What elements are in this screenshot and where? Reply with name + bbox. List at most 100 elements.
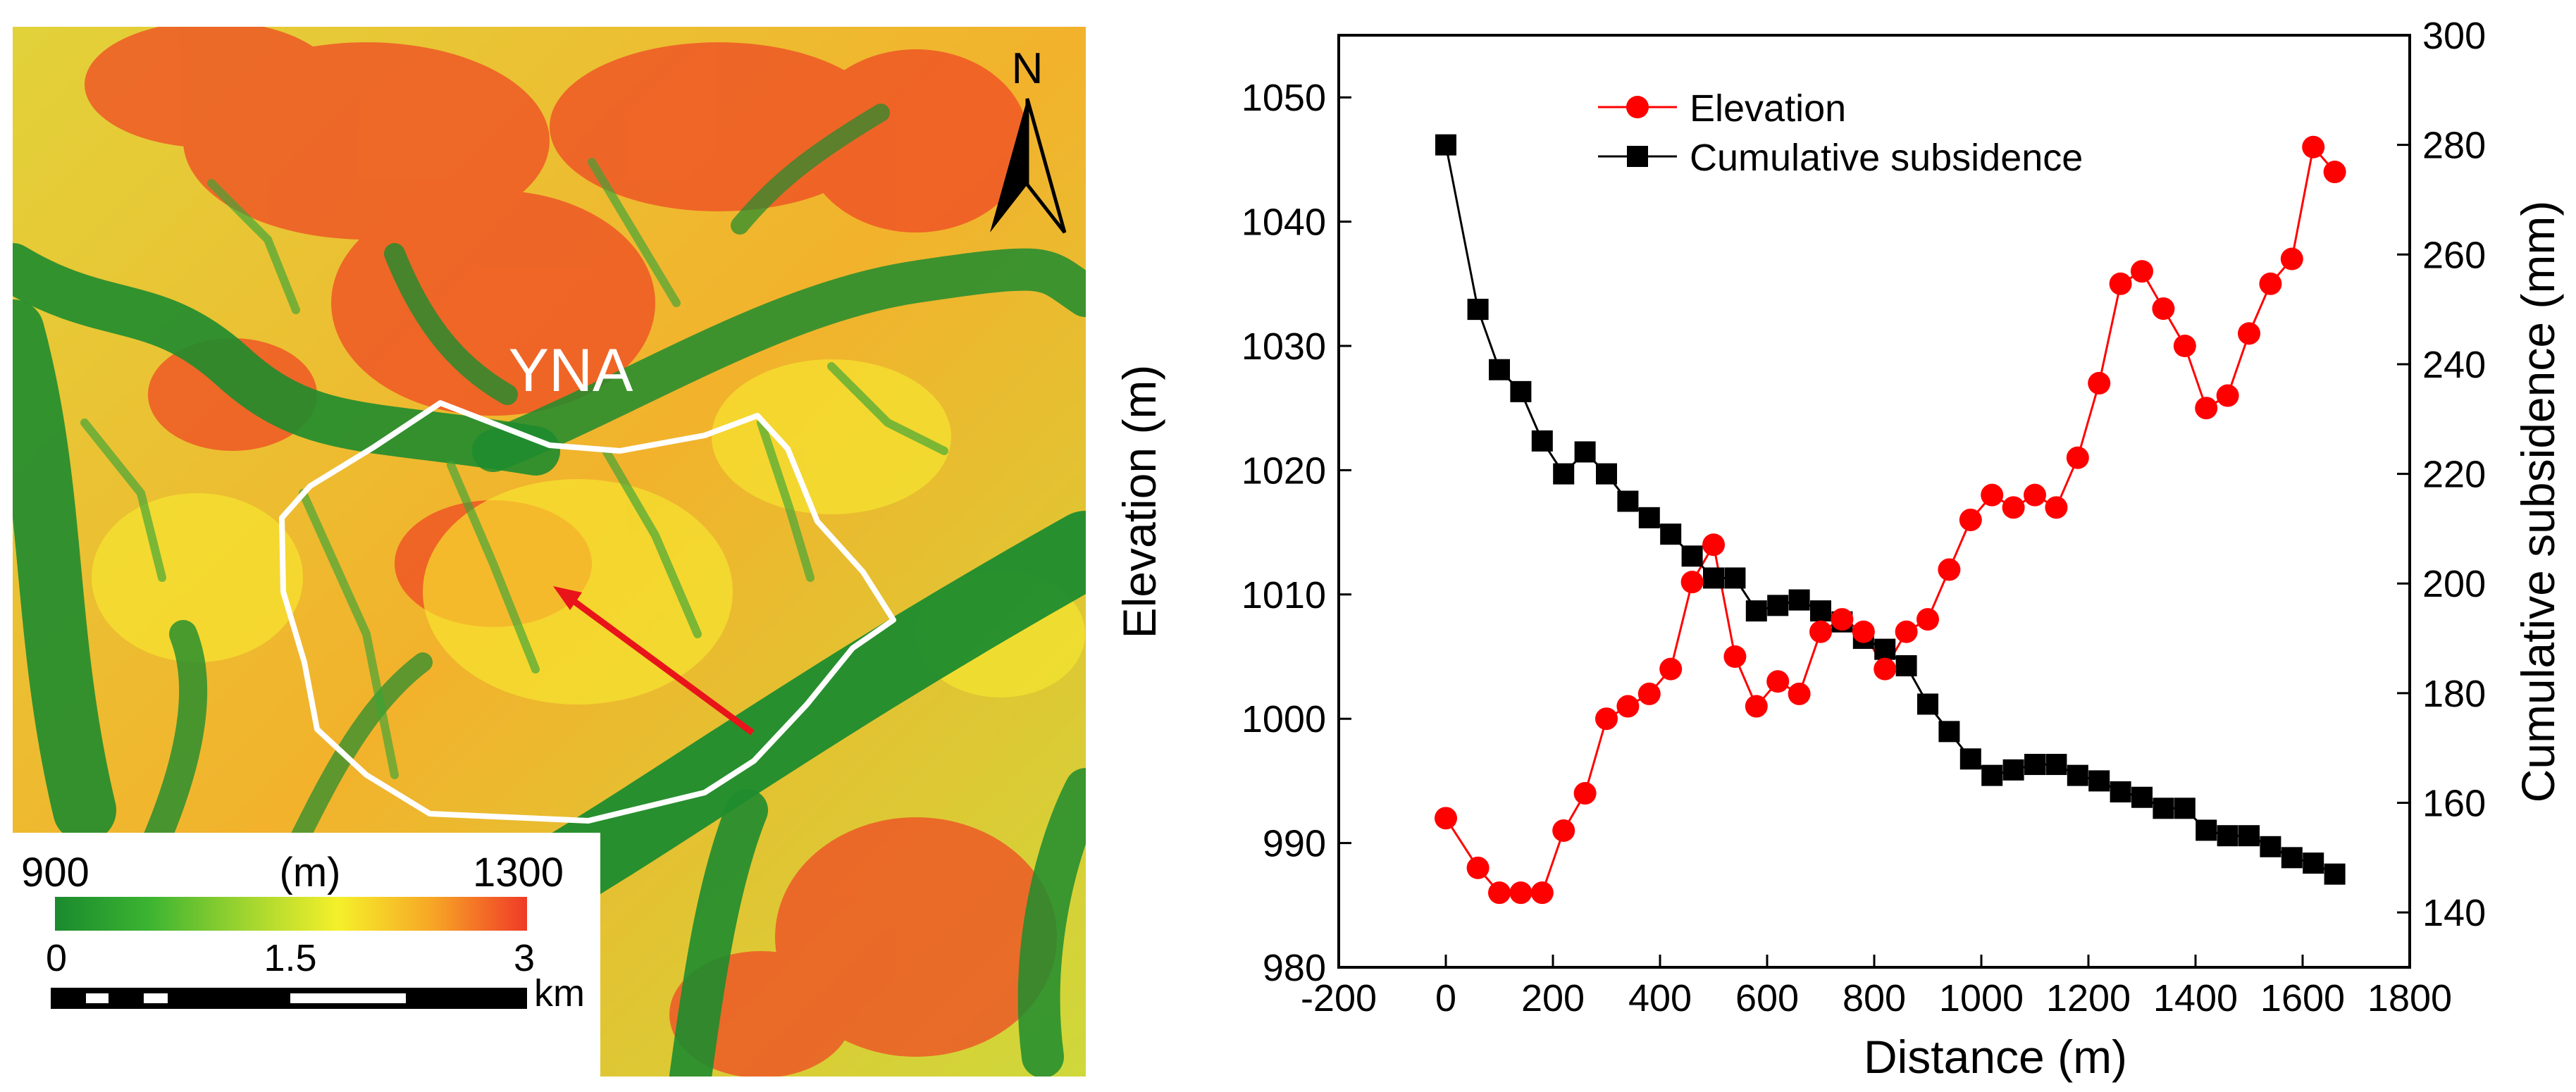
legend-marker-subsidence (1627, 146, 1648, 167)
elevation-point (1488, 881, 1511, 905)
subsidence-point (1638, 507, 1660, 528)
elevation-point (2002, 496, 2025, 519)
x-tick-label: 1600 (2260, 977, 2345, 1019)
elevation-point (1637, 682, 1661, 705)
subsidence-point (1959, 748, 1981, 770)
elevation-point (1938, 558, 1961, 581)
y2-tick-label: 200 (2422, 563, 2486, 605)
scale-unit: km (534, 972, 585, 1015)
x-tick-label: 1200 (2046, 977, 2131, 1019)
elevation-point (2088, 371, 2111, 395)
subsidence-point (2002, 759, 2024, 781)
y-tick-label: 1030 (1241, 325, 1326, 368)
subsidence-point (1596, 463, 1617, 485)
subsidence-point (1681, 545, 1703, 567)
elevation-point (1895, 620, 1918, 643)
subsidence-point (1810, 600, 1831, 622)
terrain-streams (80, 158, 948, 779)
y2-tick-label: 160 (2422, 783, 2486, 825)
elevation-point (1616, 695, 1640, 718)
subsidence-point (1788, 589, 1810, 611)
elevation-point (1723, 645, 1747, 668)
elevation-point (1916, 608, 1939, 631)
subsidence-point (1938, 721, 1960, 743)
legend-box (13, 833, 600, 1077)
profile-arrow-line (569, 596, 755, 736)
y-tick-label: 1020 (1241, 449, 1326, 492)
elevation-point (2323, 161, 2346, 184)
map-legend: 900 (m) 1300 0 1.5 3 km (13, 833, 600, 1077)
x-tick-label: 1000 (1939, 977, 2024, 1019)
elevation-point (1530, 881, 1554, 905)
elevation-point (1435, 807, 1457, 830)
scale-bar-gap (144, 993, 168, 1003)
subsidence-point (1874, 638, 1896, 660)
elevation-point (2173, 335, 2196, 357)
elevation-point (1766, 670, 1790, 693)
elevation-point (2066, 446, 2089, 469)
x-tick-label: 0 (1435, 977, 1456, 1019)
north-arrow: N (990, 44, 1067, 234)
subsidence-point (1553, 463, 1575, 485)
profile-chart: -200 0 200 400 600 800 1000 1200 1400 1600 1800 980… (1113, 15, 2564, 1083)
legend-label-elevation: Elevation (1690, 87, 1846, 130)
elevation-point (1874, 657, 1897, 681)
chart-legend: Elevation Cumulative subsidence (1598, 87, 2083, 179)
subsidence-point (2174, 798, 2196, 819)
elevation-point (1809, 620, 1832, 643)
elevation-point (1573, 782, 1597, 805)
legend-marker-elevation (1626, 96, 1649, 118)
x-tick-label: -200 (1301, 977, 1377, 1019)
x-tick-label: 1800 (2367, 977, 2452, 1019)
subsidence-point (1745, 600, 1767, 622)
subsidence-point (1703, 567, 1724, 589)
subsidence-point (1724, 567, 1746, 589)
elevation-point (1852, 620, 1875, 643)
elevation-point (1702, 533, 1725, 557)
subsidence-point (1574, 441, 1596, 463)
subsidence-point (2196, 819, 2217, 841)
y2-tick-label: 240 (2422, 344, 2486, 386)
subsidence-point (1660, 523, 1682, 545)
terrain-map: YNA N 900 (m) 1300 0 1.5 3 km (13, 27, 1086, 1077)
subsidence-point (2067, 764, 2088, 786)
elevation-point (1595, 707, 1618, 731)
elevation-point (1466, 856, 1490, 879)
scale-bar: 0 1.5 3 km (46, 937, 585, 1015)
subsidence-point (1895, 654, 1917, 676)
subsidence-point (2110, 781, 2131, 802)
elevation-point (1981, 483, 2004, 507)
chart-axes: -200 0 200 400 600 800 1000 1200 1400 1600 1800 980… (1241, 15, 2486, 1019)
series-line-elevation (1444, 144, 2336, 894)
subsidence-point (2217, 825, 2238, 847)
terrain-valleys (13, 104, 1086, 1077)
subsidence-point (2281, 847, 2303, 869)
legend-max-label: 1300 (473, 850, 564, 895)
subsidence-point (2024, 754, 2045, 776)
legend-unit-label: (m) (280, 850, 341, 895)
profile-arrow-head (553, 586, 582, 610)
scale-tick-1: 1.5 (264, 937, 316, 979)
y2-tick-label: 260 (2422, 234, 2486, 276)
area-label: YNA (509, 337, 633, 404)
x-tick-label: 200 (1521, 977, 1585, 1019)
subsidence-point (1510, 380, 1532, 402)
elevation-point (2131, 260, 2153, 283)
elevation-point (2280, 247, 2303, 271)
elevation-point (1552, 819, 1575, 842)
subsidence-point (2303, 852, 2324, 874)
y-tick-label: 1040 (1241, 201, 1326, 244)
y2-tick-label: 280 (2422, 125, 2486, 167)
y2-axis-label: Cumulative subsidence (mm) (2512, 201, 2564, 803)
legend-min-label: 900 (21, 850, 89, 895)
elevation-point (1509, 881, 1532, 905)
subsidence-point (2045, 754, 2067, 776)
elevation-point (1788, 682, 1811, 705)
subsidence-point (1981, 764, 2003, 786)
y2-tick-label: 180 (2422, 673, 2486, 715)
x-tick-label: 600 (1735, 977, 1799, 1019)
scale-bar-gap (86, 993, 109, 1003)
x-axis-label: Distance (m) (1864, 1031, 2127, 1083)
subsidence-point (1917, 693, 1938, 715)
